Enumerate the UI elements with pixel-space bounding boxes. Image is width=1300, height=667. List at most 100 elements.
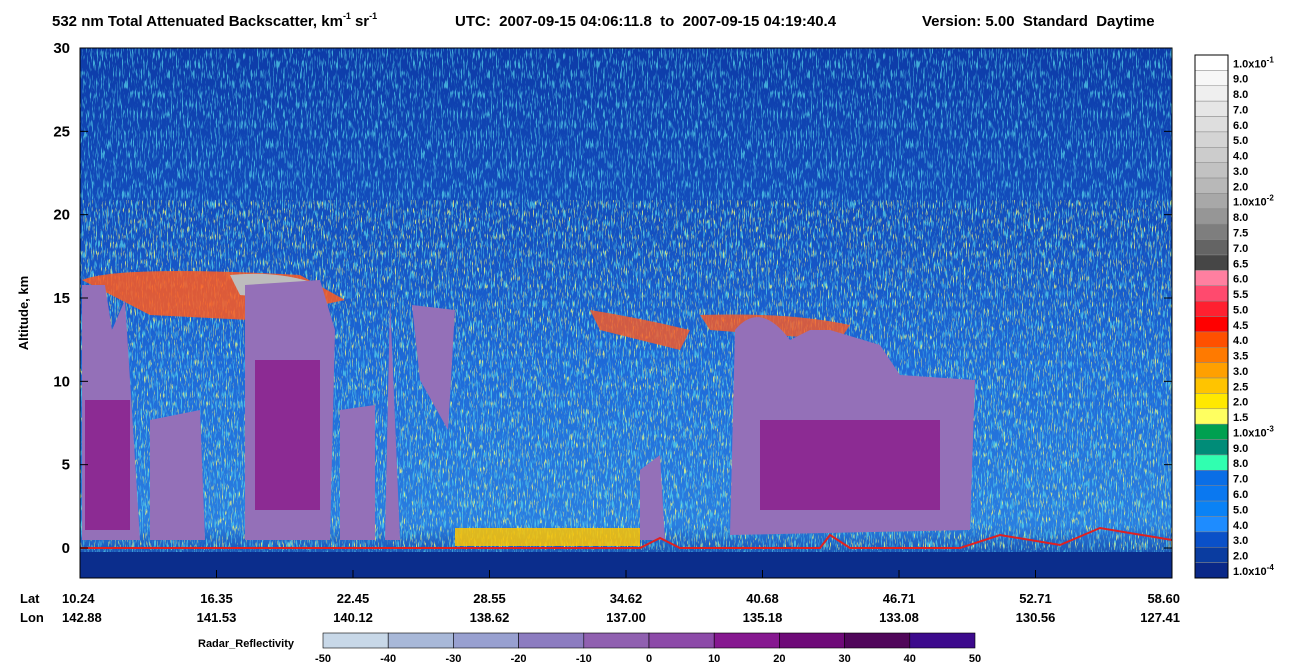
colorbar-swatch [1194,439,1229,456]
colorbar-label-text: 6.5 [1233,258,1248,270]
radar-swatch [844,632,911,649]
colorbar-label: 2.0 [1233,397,1248,409]
colorbar-label: 9.0 [1233,74,1248,86]
colorbar-label: 2.0 [1233,181,1248,193]
colorbar-label-exp: -3 [1267,424,1275,433]
colorbar-label-text: 6.0 [1233,274,1248,286]
colorbar-label-text: 3.5 [1233,351,1248,363]
lon-label: Lon [20,610,44,625]
lat-tick-label: 10.24 [62,591,95,606]
radar-tick-label: 0 [646,653,652,665]
colorbar-swatch [1194,85,1229,102]
colorbar-swatch [1194,54,1229,71]
colorbar-label: 5.0 [1233,504,1248,516]
radar-swatch [648,632,715,649]
radar-tick-label: -10 [576,653,592,665]
colorbar-label: 1.5 [1233,412,1248,424]
colorbar-swatch [1194,162,1229,179]
colorbar-swatch [1194,485,1229,502]
colorbar-swatch [1194,70,1229,87]
colorbar-swatch [1194,423,1229,440]
radar-swatch [453,632,519,649]
colorbar-label-text: 2.0 [1233,397,1248,409]
curtain-image [80,48,1172,578]
colorbar-label: 4.5 [1233,320,1248,332]
colorbar-label-text: 2.0 [1233,551,1248,563]
colorbar-label-text: 9.0 [1233,443,1248,455]
colorbar-label-exp: -1 [1267,55,1275,64]
lon-tick-label: 130.56 [1016,610,1056,625]
colorbar-label-text: 7.0 [1233,243,1248,255]
colorbar-label: 3.5 [1233,351,1248,363]
colorbar-label: 6.5 [1233,258,1248,270]
colorbar-swatch [1194,316,1229,333]
colorbar-label: 6.0 [1233,274,1248,286]
colorbar-label: 1.0x10-4 [1233,563,1274,578]
lon-tick-label: 135.18 [743,610,783,625]
colorbar-label: 7.5 [1233,228,1248,240]
lon-tick-label: 142.88 [62,610,102,625]
lat-label: Lat [20,591,40,606]
colorbar-swatch [1194,393,1229,410]
colorbar-label-text: 7.0 [1233,474,1248,486]
colorbar-label-text: 8.0 [1233,458,1248,470]
radar-swatch [779,632,845,649]
colorbar-label: 5.0 [1233,304,1248,316]
colorbar-label-text: 7.0 [1233,104,1248,116]
colorbar-label: 8.0 [1233,458,1248,470]
colorbar-label-text: 5.0 [1233,304,1248,316]
radar-swatch [322,632,389,649]
colorbar-label: 1.0x10-1 [1233,55,1274,70]
lon-tick-label: 133.08 [879,610,919,625]
colorbar-swatch [1194,208,1229,225]
colorbar-label: 5.0 [1233,135,1248,147]
colorbar-label: 4.0 [1233,151,1248,163]
colorbar-label: 7.0 [1233,474,1248,486]
title-unit: sr [355,13,369,30]
colorbar-label: 7.0 [1233,104,1248,116]
y-tick-label: 30 [53,40,70,57]
colorbar-swatch [1194,100,1229,117]
colorbar-label: 2.5 [1233,381,1248,393]
radar-tick-label: 20 [773,653,785,665]
colorbar-swatch [1194,500,1229,517]
colorbar-label-text: 4.0 [1233,520,1248,532]
colorbar-swatch [1194,362,1229,379]
colorbar-label-text: 1.0x10 [1233,58,1267,70]
colorbar-swatch [1194,562,1229,579]
colorbar-swatch [1194,331,1229,348]
colorbar-swatch [1194,177,1229,194]
lat-tick-label: 28.55 [473,591,506,606]
radar-tick-label: 10 [708,653,720,665]
colorbar-label: 3.0 [1233,535,1248,547]
radar-tick-label: 40 [904,653,916,665]
lat-tick-label: 22.45 [337,591,370,606]
title-exp: -1 [343,11,351,21]
y-tick-label: 20 [53,207,70,224]
colorbar-swatch [1194,254,1229,271]
colorbar-swatch [1194,546,1229,563]
colorbar-label-text: 1.0x10 [1233,427,1267,439]
colorbar-swatch [1194,239,1229,256]
colorbar-label-text: 4.0 [1233,335,1248,347]
colorbar-label-text: 1.0x10 [1233,197,1267,209]
radar-label: Radar_Reflectivity [198,638,295,650]
colorbar-swatch [1194,531,1229,548]
lon-tick-label: 127.41 [1140,610,1180,625]
colorbar-label-text: 2.0 [1233,181,1248,193]
colorbar-swatch [1194,470,1229,486]
title-text: 532 nm Total Attenuated Backscatter, km [52,13,343,30]
colorbar-label: 6.0 [1233,120,1248,132]
radar-tick-label: -50 [315,653,331,665]
radar-tick-label: 50 [969,653,981,665]
y-axis-label: Altitude, km [16,276,31,350]
colorbar-label-text: 5.5 [1233,289,1248,301]
colorbar-swatch [1194,147,1229,163]
y-tick-label: 5 [62,457,70,474]
radar-swatch [518,632,585,649]
lat-tick-label: 34.62 [610,591,643,606]
colorbar-label: 3.0 [1233,166,1248,178]
colorbar-swatch [1194,377,1229,394]
colorbar-label: 4.0 [1233,335,1248,347]
colorbar-label-text: 4.0 [1233,151,1248,163]
